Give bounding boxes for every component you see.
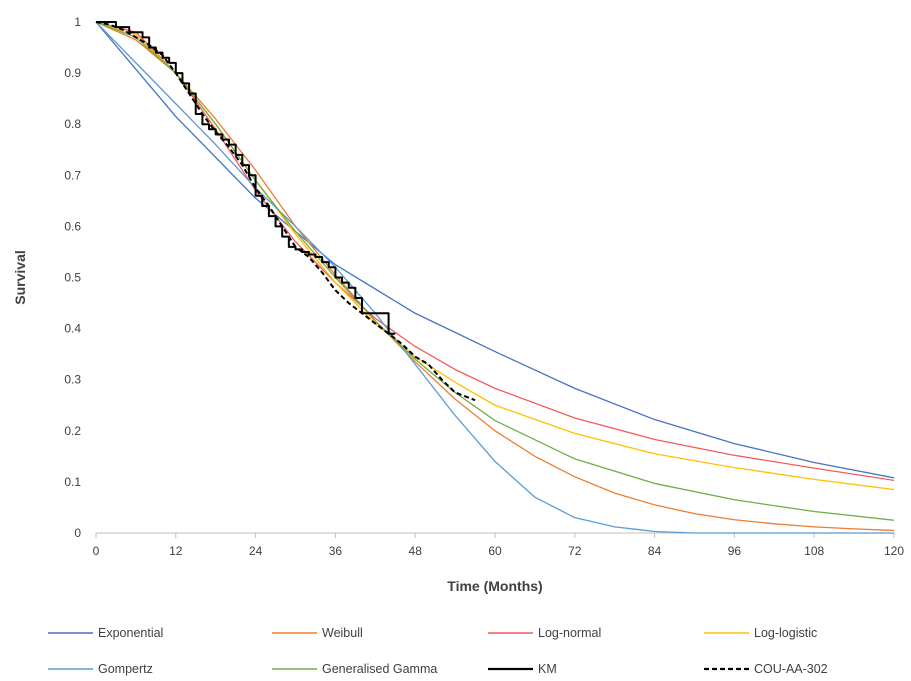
y-tick-label: 0.5 <box>64 271 81 285</box>
y-tick-label: 0.1 <box>64 475 81 489</box>
y-tick-label: 0.6 <box>64 219 81 233</box>
y-tick-label: 0.3 <box>64 373 81 387</box>
legend-label: Log-normal <box>538 626 601 640</box>
x-axis-title: Time (Months) <box>447 578 542 594</box>
legend-label: Log-logistic <box>754 626 817 640</box>
series-line-generalised-gamma <box>95 21 895 521</box>
x-tick-label: 72 <box>568 544 582 558</box>
series-line-km <box>96 21 396 335</box>
x-tick-label: 48 <box>409 544 423 558</box>
legend-item-generalised-gamma: Generalised Gamma <box>272 662 437 676</box>
x-tick-label: 120 <box>884 544 904 558</box>
y-axis-title: Survival <box>12 250 28 304</box>
x-tick-label: 36 <box>329 544 343 558</box>
y-tick-label: 0.2 <box>64 424 81 438</box>
y-tick-label: 0.7 <box>64 168 81 182</box>
plot-series <box>95 21 895 534</box>
x-tick-label: 24 <box>249 544 263 558</box>
y-tick-label: 1 <box>74 15 81 29</box>
legend: Exponential Weibull Log-normal Log-logistic… <box>48 626 828 676</box>
legend-label: Gompertz <box>98 662 153 676</box>
y-tick-label: 0.4 <box>64 322 81 336</box>
legend-item-log-normal: Log-normal <box>488 626 601 640</box>
x-tick-label: 60 <box>488 544 502 558</box>
series-line-cou-aa-302 <box>95 21 476 402</box>
legend-item-exponential: Exponential <box>48 626 163 640</box>
series-line-log-logistic <box>95 21 895 491</box>
legend-item-cou-aa-302: COU-AA-302 <box>704 662 828 676</box>
y-tick-label: 0.8 <box>64 117 81 131</box>
x-axis-ticks: 0 12 24 36 48 60 72 84 96 108 120 <box>93 533 904 558</box>
x-tick-label: 84 <box>648 544 662 558</box>
legend-label: Exponential <box>98 626 163 640</box>
legend-item-log-logistic: Log-logistic <box>704 626 817 640</box>
legend-label: COU-AA-302 <box>754 662 828 676</box>
legend-item-weibull: Weibull <box>272 626 363 640</box>
series-line-gompertz <box>95 21 894 534</box>
legend-label: KM <box>538 662 557 676</box>
series-line-weibull <box>95 21 895 532</box>
x-tick-label: 108 <box>804 544 824 558</box>
x-tick-label: 12 <box>169 544 183 558</box>
legend-label: Generalised Gamma <box>322 662 437 676</box>
y-tick-label: 0 <box>74 526 81 540</box>
legend-item-gompertz: Gompertz <box>48 662 153 676</box>
series-line-exponential <box>95 21 895 479</box>
x-tick-label: 96 <box>728 544 742 558</box>
legend-label: Weibull <box>322 626 363 640</box>
series-line-log-normal <box>95 21 895 482</box>
legend-item-km: KM <box>488 662 557 676</box>
y-tick-label: 0.9 <box>64 66 81 80</box>
y-axis-ticks: 0 0.1 0.2 0.3 0.4 0.5 0.6 0.7 0.8 0.9 1 <box>64 15 81 540</box>
x-tick-label: 0 <box>93 544 100 558</box>
